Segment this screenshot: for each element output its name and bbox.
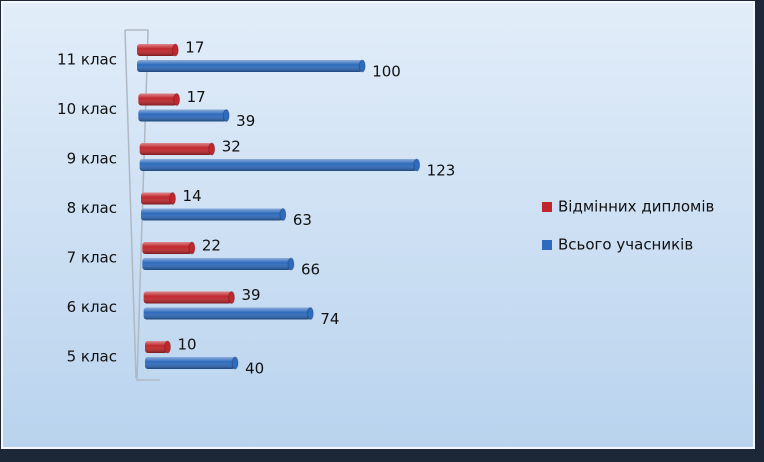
bar-shade <box>137 60 363 72</box>
bar-shade <box>143 307 311 320</box>
data-label: 100 <box>372 63 401 81</box>
bar-shade <box>137 44 176 56</box>
legend-label: Відмінних дипломів <box>558 198 714 216</box>
data-label: 22 <box>202 237 221 255</box>
bar-shade <box>145 357 236 369</box>
data-label: 17 <box>185 39 204 57</box>
bar-cap <box>231 356 239 370</box>
bar-cap <box>306 307 314 320</box>
data-label: 123 <box>427 162 456 180</box>
bar-cap <box>173 93 181 106</box>
legend-swatch <box>542 202 552 212</box>
data-label: 63 <box>293 211 312 229</box>
bar-shade <box>142 258 291 270</box>
y-tick-label: 5 клас <box>67 348 117 366</box>
data-label: 10 <box>178 336 197 354</box>
y-tick-label: 10 клас <box>57 100 117 118</box>
y-tick-label: 8 клас <box>67 199 117 217</box>
bar-shade <box>138 93 177 106</box>
data-label: 32 <box>222 138 241 156</box>
plot-background <box>1 1 755 449</box>
bar-shade <box>139 143 212 155</box>
data-label: 39 <box>236 112 255 130</box>
bar-cap <box>171 43 179 57</box>
y-tick-label: 11 клас <box>57 51 117 69</box>
bar-cap <box>164 340 172 354</box>
y-tick-label: 6 клас <box>67 298 117 316</box>
bar-shade <box>141 192 173 205</box>
legend-swatch <box>542 240 552 250</box>
bar-cap <box>287 257 295 271</box>
data-label: 74 <box>320 310 339 328</box>
y-tick-label: 7 клас <box>67 249 117 267</box>
bar-shade <box>139 159 417 171</box>
bar-shade <box>143 291 232 304</box>
legend-label: Всього учасників <box>558 236 693 254</box>
axis-wall <box>125 29 160 381</box>
axis-line <box>124 29 137 379</box>
bar-cap <box>227 291 235 304</box>
bar-cap <box>188 241 196 255</box>
bar-cap <box>358 59 366 73</box>
y-tick-label: 9 клас <box>67 150 117 168</box>
data-label: 66 <box>301 261 320 279</box>
bar-shade <box>138 109 227 122</box>
data-label: 39 <box>241 286 260 304</box>
bar-shade <box>145 341 168 353</box>
bar-cap <box>279 208 287 221</box>
bar-shade <box>142 242 192 254</box>
bar-cap <box>222 109 230 122</box>
data-label: 14 <box>183 187 202 205</box>
bar-shade <box>141 208 283 221</box>
data-label: 17 <box>187 88 206 106</box>
bar-cap <box>169 192 177 205</box>
data-label: 40 <box>245 360 264 378</box>
bar-cap <box>208 142 216 156</box>
bar-cap <box>413 158 421 172</box>
